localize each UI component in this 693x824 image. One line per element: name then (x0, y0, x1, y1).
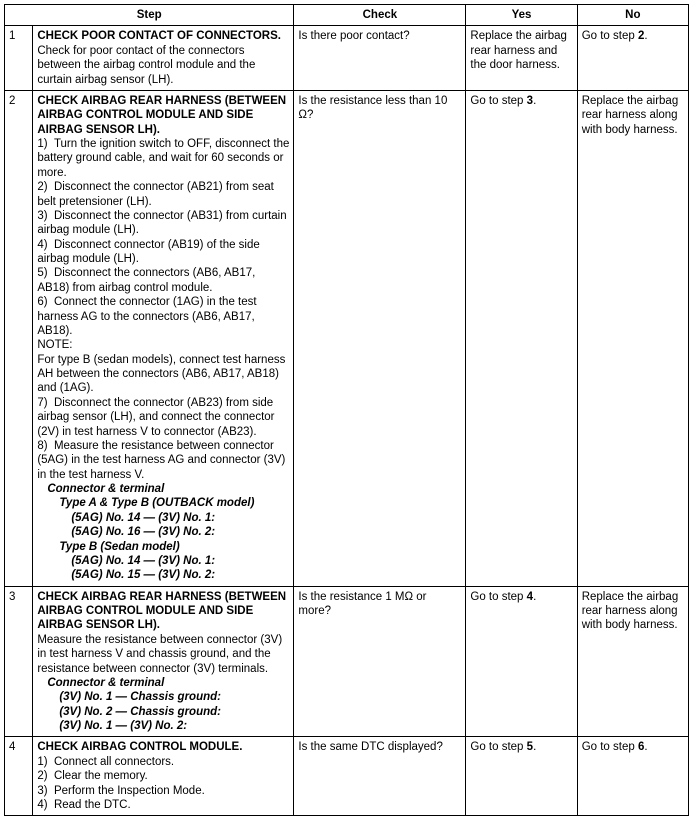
step-line: 1) Turn the ignition switch to OFF, disc… (37, 137, 289, 180)
connector-terminal-line: (3V) No. 1 — Chassis ground: (37, 690, 289, 704)
step-line: 3) Perform the Inspection Mode. (37, 784, 289, 798)
step-number: 4 (5, 737, 33, 816)
step-line: 6) Connect the connector (1AG) in the te… (37, 295, 289, 338)
connector-terminal-line: (5AG) No. 16 — (3V) No. 2: (37, 525, 289, 539)
step-line: Check for poor contact of the connectors… (37, 44, 289, 87)
check-cell: Is the resistance less than 10 Ω? (294, 90, 466, 586)
connector-terminal-header: Connector & terminal (37, 676, 289, 690)
no-cell: Replace the airbag rear harness along wi… (577, 90, 688, 586)
step-description: CHECK AIRBAG REAR HARNESS (BETWEEN AIRBA… (33, 90, 294, 586)
table-row: 1 CHECK POOR CONTACT OF CONNECTORS. Check … (5, 26, 689, 91)
header-step: Step (5, 5, 294, 26)
step-ref: 6 (638, 741, 644, 753)
step-number: 2 (5, 90, 33, 586)
connector-terminal-line: Type B (Sedan model) (37, 540, 289, 554)
connector-terminal-line: (3V) No. 1 — (3V) No. 2: (37, 719, 289, 733)
header-yes: Yes (466, 5, 577, 26)
step-ref: 4 (527, 591, 533, 603)
yes-cell: Go to step 3. (466, 90, 577, 586)
step-line: 3) Disconnect the connector (AB31) from … (37, 209, 289, 238)
connector-terminal-line: (3V) No. 2 — Chassis ground: (37, 705, 289, 719)
check-cell: Is the same DTC displayed? (294, 737, 466, 816)
step-title: CHECK AIRBAG REAR HARNESS (BETWEEN AIRBA… (37, 591, 286, 632)
no-cell: Go to step 2. (577, 26, 688, 91)
table-row: 3CHECK AIRBAG REAR HARNESS (BETWEEN AIRB… (5, 586, 689, 737)
step-line: 4) Read the DTC. (37, 798, 289, 812)
step-line: 7) Disconnect the connector (AB23) from … (37, 396, 289, 439)
step-line: 2) Clear the memory. (37, 769, 289, 783)
connector-terminal-line: (5AG) No. 14 — (3V) No. 1: (37, 511, 289, 525)
step-title: CHECK AIRBAG REAR HARNESS (BETWEEN AIRBA… (37, 95, 286, 136)
step-line: 1) Connect all connectors. (37, 755, 289, 769)
no-cell: Replace the airbag rear harness along wi… (577, 586, 688, 737)
table-row: 4 CHECK AIRBAG CONTROL MODULE. 1) Connect … (5, 737, 689, 816)
step-title: CHECK AIRBAG CONTROL MODULE. (37, 741, 242, 753)
yes-cell: Replace the airbag rear harness and the … (466, 26, 577, 91)
step-ref: 2 (638, 30, 644, 42)
step-ref: 5 (527, 741, 533, 753)
no-cell: Go to step 6. (577, 737, 688, 816)
step-line: 8) Measure the resistance between connec… (37, 439, 289, 482)
step-number: 3 (5, 586, 33, 737)
step-line: For type B (sedan models), connect test … (37, 353, 289, 396)
header-no: No (577, 5, 688, 26)
connector-terminal-line: (5AG) No. 15 — (3V) No. 2: (37, 568, 289, 582)
yes-cell: Go to step 5. (466, 737, 577, 816)
step-ref: 3 (527, 95, 533, 107)
connector-terminal-header: Connector & terminal (37, 482, 289, 496)
step-line: 2) Disconnect the connector (AB21) from … (37, 180, 289, 209)
step-line: 5) Disconnect the connectors (AB6, AB17,… (37, 266, 289, 295)
header-check: Check (294, 5, 466, 26)
step-line: NOTE: (37, 338, 289, 352)
step-description: CHECK AIRBAG CONTROL MODULE. 1) Connect a… (33, 737, 294, 816)
step-title: CHECK POOR CONTACT OF CONNECTORS. (37, 30, 281, 42)
check-cell: Is there poor contact? (294, 26, 466, 91)
yes-cell: Go to step 4. (466, 586, 577, 737)
step-line: 4) Disconnect connector (AB19) of the si… (37, 238, 289, 267)
connector-terminal-line: Type A & Type B (OUTBACK model) (37, 496, 289, 510)
table-row: 2CHECK AIRBAG REAR HARNESS (BETWEEN AIRB… (5, 90, 689, 586)
step-line: Measure the resistance between connector… (37, 633, 289, 676)
step-description: CHECK POOR CONTACT OF CONNECTORS. Check f… (33, 26, 294, 91)
check-cell: Is the resistance 1 MΩ or more? (294, 586, 466, 737)
diagnostic-table: Step Check Yes No 1CHECK POOR CONTACT OF… (4, 4, 689, 816)
step-number: 1 (5, 26, 33, 91)
header-row: Step Check Yes No (5, 5, 689, 26)
step-description: CHECK AIRBAG REAR HARNESS (BETWEEN AIRBA… (33, 586, 294, 737)
connector-terminal-line: (5AG) No. 14 — (3V) No. 1: (37, 554, 289, 568)
